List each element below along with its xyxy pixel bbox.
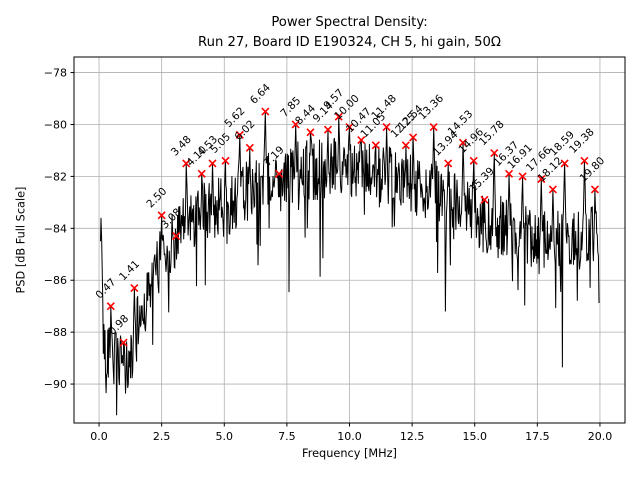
psd-trace bbox=[100, 111, 600, 416]
chart-title-line2: Run 27, Board ID E190324, CH 5, hi gain,… bbox=[198, 35, 501, 50]
peak-marker bbox=[409, 133, 418, 142]
y-tick-label: −86 bbox=[44, 274, 67, 287]
peak-label: 15.39 bbox=[467, 165, 497, 195]
y-tick-label: −90 bbox=[44, 378, 67, 391]
peak-marker bbox=[458, 138, 468, 147]
peak-marker bbox=[469, 156, 478, 165]
peak-marker bbox=[371, 141, 380, 150]
x-tick-label: 15.0 bbox=[462, 430, 487, 443]
peak-marker bbox=[323, 125, 333, 134]
peak-label: 7.19 bbox=[262, 144, 287, 169]
peak-marker bbox=[172, 232, 181, 241]
x-tick-label: 2.5 bbox=[153, 430, 171, 443]
peak-marker bbox=[106, 302, 115, 311]
peak-marker bbox=[119, 338, 128, 347]
x-tick-label: 12.5 bbox=[400, 430, 425, 443]
peak-marker bbox=[208, 159, 217, 168]
x-tick-label: 5.0 bbox=[216, 430, 234, 443]
peak-marker bbox=[429, 123, 438, 132]
peak-marker bbox=[275, 169, 284, 178]
y-axis-label: PSD [dB Full Scale] bbox=[14, 186, 28, 294]
peak-label: 2.50 bbox=[144, 185, 169, 210]
peak-label: 6.64 bbox=[248, 81, 273, 106]
y-tick-label: −84 bbox=[44, 222, 67, 235]
peak-marker bbox=[504, 169, 514, 178]
peak-marker bbox=[182, 159, 191, 168]
peak-label: 1.41 bbox=[117, 258, 142, 283]
chart-title: Power Spectral Density: Run 27, Board ID… bbox=[74, 13, 625, 53]
x-axis-label: Frequency [MHz] bbox=[302, 447, 397, 460]
peak-marker bbox=[357, 135, 366, 145]
peak-marker bbox=[221, 156, 230, 165]
peak-marker bbox=[334, 112, 343, 121]
peak-marker bbox=[306, 128, 315, 137]
peak-marker bbox=[261, 107, 270, 116]
x-tick-label: 10.0 bbox=[337, 430, 362, 443]
peak-label: 0.98 bbox=[106, 313, 131, 338]
peak-marker bbox=[537, 174, 546, 184]
chart-title-line1: Power Spectral Density: bbox=[271, 15, 428, 30]
peak-marker bbox=[444, 159, 453, 168]
peak-marker bbox=[590, 185, 600, 194]
peak-marker bbox=[490, 148, 499, 158]
peak-marker bbox=[382, 123, 391, 132]
peak-marker bbox=[518, 172, 527, 181]
peak-marker bbox=[580, 156, 589, 165]
peak-marker bbox=[480, 195, 489, 204]
y-tick-label: −88 bbox=[44, 326, 67, 339]
peak-marker bbox=[345, 123, 354, 132]
x-tick-label: 7.5 bbox=[278, 430, 296, 443]
peak-marker bbox=[130, 283, 139, 293]
peak-marker bbox=[548, 185, 557, 194]
peak-marker bbox=[401, 141, 410, 150]
peak-marker bbox=[560, 159, 569, 168]
x-tick-label: 17.5 bbox=[525, 430, 550, 443]
peak-marker bbox=[291, 120, 300, 129]
y-tick-label: −78 bbox=[44, 67, 67, 80]
y-tick-label: −82 bbox=[44, 170, 67, 183]
peak-marker bbox=[235, 130, 244, 139]
peak-marker bbox=[157, 211, 166, 220]
peak-marker bbox=[197, 169, 206, 178]
y-tick-label: −80 bbox=[44, 118, 67, 131]
x-tick-label: 20.0 bbox=[588, 430, 613, 443]
x-tick-label: 0.0 bbox=[90, 430, 108, 443]
peak-marker bbox=[245, 143, 254, 152]
